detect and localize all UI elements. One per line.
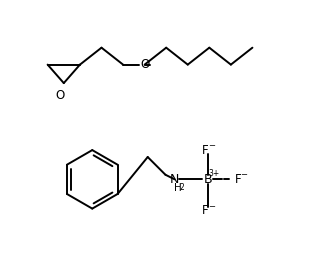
Text: O: O [55, 89, 64, 102]
Text: B: B [203, 173, 212, 186]
Text: −: − [208, 202, 215, 211]
Text: H: H [174, 183, 182, 193]
Text: 2: 2 [179, 183, 184, 192]
Text: F: F [202, 204, 209, 217]
Text: N: N [170, 173, 179, 186]
Text: 3+: 3+ [208, 169, 219, 178]
Text: −: − [208, 141, 215, 150]
Text: O: O [140, 58, 149, 71]
Text: −: − [240, 170, 248, 179]
Text: F: F [202, 144, 209, 157]
Text: F: F [234, 173, 241, 186]
